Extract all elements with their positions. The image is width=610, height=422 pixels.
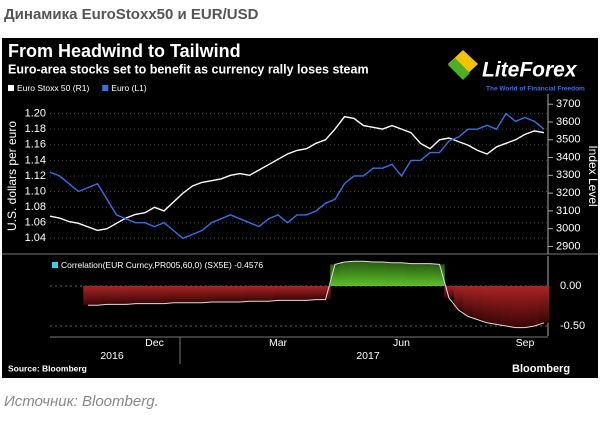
y-tick-label: 1.10 — [25, 185, 46, 197]
correlation-bar — [377, 262, 388, 286]
correlation-bar — [292, 286, 303, 301]
correlation-bar — [111, 286, 122, 305]
x-tick-label: Mar — [269, 337, 288, 349]
correlation-bar — [472, 286, 483, 320]
correlation-bar — [235, 286, 246, 302]
x-tick-label: Dec — [145, 337, 164, 349]
correlation-bar — [254, 286, 265, 302]
correlation-bar — [168, 286, 179, 303]
correlation-bar — [311, 286, 322, 300]
brand: Bloomberg — [512, 363, 570, 375]
legend-label: Euro (L1) — [111, 83, 147, 93]
correlation-bar — [244, 286, 255, 302]
correlation-bar — [453, 286, 464, 310]
correlation-bar — [491, 286, 502, 325]
series-line — [49, 115, 545, 232]
correlation-bar — [463, 286, 474, 317]
correlation-bar — [529, 286, 540, 326]
source: Source: Bloomberg — [8, 363, 87, 373]
x-group-label: 2016 — [100, 350, 124, 362]
y2-tick-label: 3300 — [556, 169, 580, 181]
y-tick-label: 1.04 — [25, 232, 46, 244]
correlation-bar — [197, 286, 208, 303]
y2-tick-label: 3700 — [556, 98, 580, 110]
y-axis-label: U.S. dollars per euro — [5, 121, 19, 231]
y-tick-label: -0.50 — [560, 320, 585, 332]
correlation-bar — [349, 261, 360, 286]
y2-tick-label: 3500 — [556, 134, 580, 146]
x-tick-label: Sep — [516, 337, 535, 349]
y-tick-label: 0.00 — [560, 280, 581, 292]
correlation-bar — [415, 263, 426, 286]
correlation-bar — [510, 286, 521, 328]
y2-tick-label: 2900 — [556, 240, 580, 252]
correlation-bar — [387, 262, 398, 286]
y2-tick-label: 3400 — [556, 151, 580, 163]
correlation-bar — [149, 286, 160, 304]
page-title: Динамика EuroStoxx50 и EUR/USD — [4, 6, 259, 23]
correlation-bar — [273, 286, 284, 301]
logo-mark — [448, 58, 470, 80]
correlation-bar — [178, 286, 189, 303]
y2-tick-label: 3200 — [556, 187, 580, 199]
x-tick-label: Jun — [393, 337, 410, 349]
logo-tagline: The World of Financial Freedom — [486, 86, 585, 93]
series-line — [49, 112, 545, 240]
chart-subtitle: Euro-area stocks set to benefit as curre… — [8, 62, 369, 76]
correlation-bar — [83, 286, 94, 306]
correlation-bar — [140, 286, 151, 304]
correlation-bar — [216, 286, 227, 302]
caption: Источник: Bloomberg. — [4, 393, 159, 410]
correlation-bar — [339, 262, 350, 286]
y-tick-label: 1.06 — [25, 217, 46, 229]
correlation-bar — [263, 286, 274, 302]
y-tick-label: 1.14 — [25, 154, 46, 166]
correlation-bar — [130, 286, 141, 304]
legend-swatch — [52, 262, 58, 268]
y2-tick-label: 3600 — [556, 116, 580, 128]
correlation-bar — [187, 286, 198, 303]
correlation-bar — [434, 264, 445, 286]
y-tick-label: 1.18 — [25, 123, 46, 135]
correlation-bar — [444, 286, 455, 298]
correlation-bar — [301, 286, 312, 301]
y-tick-label: 1.16 — [25, 139, 46, 151]
correlation-bar — [92, 286, 103, 306]
y-tick-label: 1.08 — [25, 201, 46, 213]
correlation-bar — [206, 286, 217, 302]
y2-tick-label: 3000 — [556, 223, 580, 235]
correlation-bar — [121, 286, 132, 305]
correlation-bar — [501, 286, 512, 326]
correlation-bar — [320, 286, 331, 300]
correlation-bar — [282, 286, 293, 301]
correlation-bar — [539, 286, 550, 323]
logo-name: LiteForex — [482, 59, 578, 82]
correlation-bar — [358, 261, 369, 286]
correlation-bar — [406, 263, 417, 286]
correlation-bar — [520, 286, 531, 328]
correlation-bar — [159, 286, 170, 304]
correlation-bar — [368, 262, 379, 286]
correlation-bar — [425, 263, 436, 286]
x-group-label: 2017 — [356, 350, 380, 362]
correlation-bar — [102, 286, 113, 305]
chart-title: From Headwind to Tailwind — [8, 41, 241, 61]
legend-label: Correlation(EUR Curncy,PR005,60,0) (SX5E… — [61, 260, 263, 270]
logo: LiteForex The World of Financial Freedom — [448, 50, 585, 93]
correlation-bar — [330, 264, 341, 286]
correlation-bar — [225, 286, 236, 302]
correlation-bar — [396, 262, 407, 286]
y2-axis-label: Index Level — [586, 145, 600, 206]
correlation-line — [88, 260, 545, 329]
y2-tick-label: 3100 — [556, 205, 580, 217]
legend-swatch — [8, 85, 14, 91]
y-tick-label: 1.12 — [25, 170, 46, 182]
legend-label: Euro Stoxx 50 (R1) — [17, 83, 89, 93]
y-tick-label: 1.20 — [25, 107, 46, 119]
correlation-bar — [482, 286, 493, 323]
legend-swatch — [102, 85, 109, 91]
